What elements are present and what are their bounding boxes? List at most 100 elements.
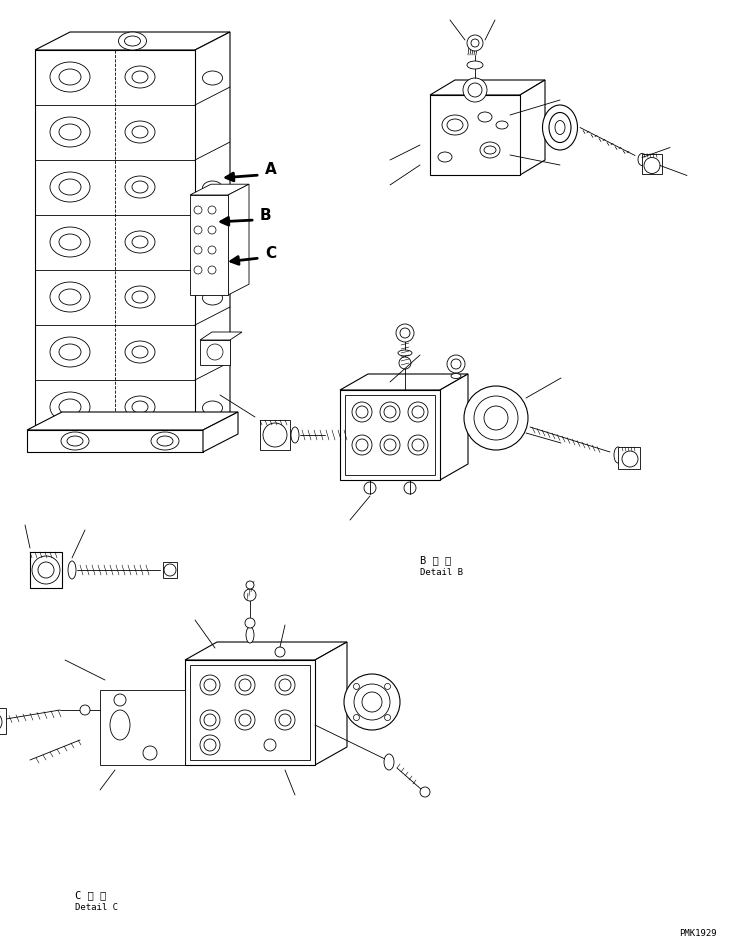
- Ellipse shape: [68, 561, 76, 579]
- Ellipse shape: [549, 112, 571, 142]
- Ellipse shape: [50, 227, 90, 257]
- Ellipse shape: [398, 350, 412, 356]
- Circle shape: [80, 705, 90, 715]
- Circle shape: [352, 435, 372, 455]
- Polygon shape: [195, 32, 230, 430]
- Ellipse shape: [125, 231, 155, 253]
- Circle shape: [408, 402, 428, 422]
- Bar: [190, 665, 310, 760]
- Circle shape: [275, 647, 285, 657]
- Ellipse shape: [132, 181, 148, 193]
- Circle shape: [200, 710, 220, 730]
- Ellipse shape: [125, 286, 155, 308]
- Bar: [340, 390, 440, 480]
- Circle shape: [463, 78, 487, 102]
- Circle shape: [239, 714, 251, 726]
- Circle shape: [356, 406, 368, 418]
- Ellipse shape: [451, 373, 461, 378]
- Circle shape: [384, 406, 396, 418]
- Polygon shape: [190, 184, 249, 195]
- Circle shape: [204, 714, 216, 726]
- Bar: [642, 154, 662, 174]
- Ellipse shape: [50, 392, 90, 422]
- Circle shape: [275, 675, 295, 695]
- Ellipse shape: [484, 146, 496, 154]
- Ellipse shape: [442, 115, 468, 135]
- Ellipse shape: [614, 447, 622, 463]
- Ellipse shape: [50, 117, 90, 147]
- Circle shape: [380, 402, 400, 422]
- Text: Detail C: Detail C: [75, 903, 118, 912]
- Circle shape: [385, 683, 391, 690]
- Text: B 詳 細: B 詳 細: [420, 555, 451, 565]
- Circle shape: [235, 675, 255, 695]
- Polygon shape: [200, 332, 242, 340]
- Circle shape: [264, 739, 276, 751]
- Circle shape: [468, 83, 482, 97]
- Bar: [185, 660, 315, 765]
- Circle shape: [279, 679, 291, 691]
- Ellipse shape: [438, 152, 452, 162]
- Circle shape: [208, 266, 216, 274]
- Circle shape: [143, 746, 157, 760]
- Circle shape: [200, 675, 220, 695]
- Text: C 詳 細: C 詳 細: [75, 890, 106, 900]
- Bar: [430, 95, 520, 175]
- Circle shape: [275, 710, 295, 730]
- Circle shape: [204, 739, 216, 751]
- Ellipse shape: [384, 754, 394, 770]
- Ellipse shape: [246, 627, 254, 643]
- Polygon shape: [440, 374, 468, 480]
- Ellipse shape: [59, 124, 81, 140]
- Ellipse shape: [447, 119, 463, 131]
- Ellipse shape: [467, 61, 483, 69]
- Ellipse shape: [132, 126, 148, 138]
- Circle shape: [399, 357, 411, 369]
- Bar: [190, 195, 228, 295]
- Text: Detail B: Detail B: [420, 568, 463, 577]
- Ellipse shape: [125, 396, 155, 418]
- Ellipse shape: [496, 121, 508, 129]
- Circle shape: [622, 451, 638, 467]
- Polygon shape: [27, 412, 238, 430]
- Circle shape: [263, 423, 287, 447]
- Ellipse shape: [59, 344, 81, 360]
- Ellipse shape: [157, 436, 173, 446]
- Ellipse shape: [132, 346, 148, 358]
- Circle shape: [204, 679, 216, 691]
- Circle shape: [354, 683, 359, 690]
- Bar: [35, 50, 195, 430]
- Ellipse shape: [50, 172, 90, 202]
- Ellipse shape: [59, 179, 81, 195]
- Bar: [618, 447, 640, 469]
- Circle shape: [464, 386, 528, 450]
- Circle shape: [451, 359, 461, 369]
- Ellipse shape: [110, 710, 130, 740]
- Circle shape: [404, 482, 416, 494]
- Polygon shape: [100, 690, 185, 765]
- Ellipse shape: [132, 236, 148, 248]
- Ellipse shape: [203, 291, 222, 305]
- Ellipse shape: [132, 291, 148, 303]
- Ellipse shape: [125, 176, 155, 198]
- Circle shape: [208, 206, 216, 214]
- Ellipse shape: [132, 71, 148, 83]
- Circle shape: [239, 679, 251, 691]
- Ellipse shape: [67, 436, 83, 446]
- Ellipse shape: [50, 282, 90, 312]
- Circle shape: [235, 710, 255, 730]
- Bar: [30, 552, 62, 588]
- Polygon shape: [340, 374, 468, 390]
- Circle shape: [362, 692, 382, 712]
- Circle shape: [208, 246, 216, 254]
- Ellipse shape: [50, 62, 90, 92]
- Circle shape: [408, 435, 428, 455]
- Circle shape: [385, 714, 391, 720]
- Circle shape: [412, 406, 424, 418]
- Ellipse shape: [203, 71, 222, 85]
- Circle shape: [194, 206, 202, 214]
- Ellipse shape: [125, 36, 141, 46]
- Ellipse shape: [59, 399, 81, 415]
- Circle shape: [400, 328, 410, 338]
- Ellipse shape: [480, 142, 500, 158]
